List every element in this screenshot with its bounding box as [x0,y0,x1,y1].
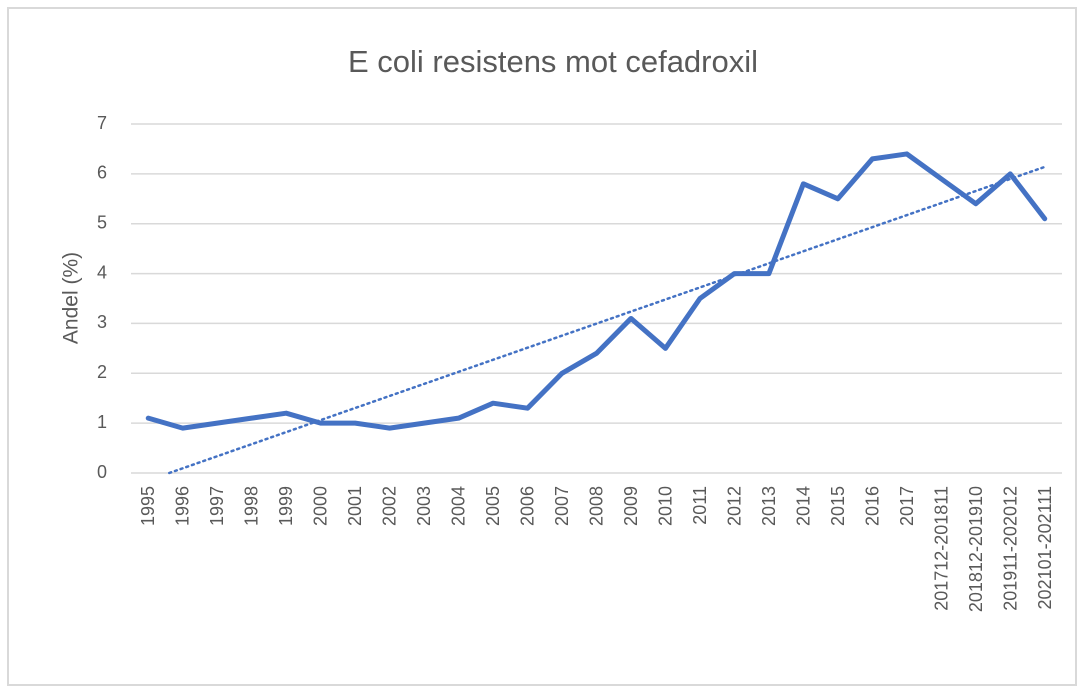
x-tick-label: 2011 [690,486,710,525]
x-tick-label: 2008 [587,486,607,526]
x-tick-label: 201812-201910 [966,486,986,612]
x-tick-label: 201911-202012 [1000,486,1020,611]
x-tick-label: 2016 [862,486,882,526]
x-tick-label: 1998 [242,486,262,526]
x-tick-label: 1997 [207,486,227,526]
y-tick-label: 4 [97,262,107,282]
y-tick-label: 2 [97,362,107,382]
x-tick-label: 1995 [138,486,158,526]
y-tick-label: 1 [97,412,107,432]
trendline [168,165,1047,475]
y-tick-label: 7 [97,113,107,133]
x-tick-label: 2015 [828,486,848,526]
x-tick-label: 2006 [518,486,538,526]
x-tick-label: 2009 [621,486,641,526]
x-tick-label: 201712-201811 [931,486,951,611]
y-tick-label: 6 [97,163,107,183]
y-axis-label: Andel (%) [60,252,83,344]
x-tick-label: 2001 [345,486,365,526]
x-tick-label: 2007 [552,486,572,526]
x-tick-label: 2010 [655,486,675,526]
x-tick-label: 2013 [759,486,779,526]
y-tick-label: 0 [97,462,107,482]
chart-title: E coli resistens mot cefadroxil [348,44,758,79]
data-line [145,151,1048,431]
x-tick-label: 2014 [793,486,813,526]
x-tick-label: 2003 [414,486,434,526]
x-tick-label: 2012 [724,486,744,526]
chart-frame [7,7,1077,686]
y-tick-label: 3 [97,312,107,332]
x-tick-label: 202101-202111 [1035,486,1055,609]
x-tick-label: 1996 [173,486,193,526]
x-tick-label: 2005 [483,486,503,526]
x-tick-label: 2017 [897,486,917,526]
x-tick-label: 2002 [380,486,400,526]
x-tick-label: 2004 [449,486,469,526]
x-tick-label: 1999 [276,486,296,526]
y-tick-label: 5 [97,212,107,232]
x-tick-label: 2000 [311,486,331,526]
